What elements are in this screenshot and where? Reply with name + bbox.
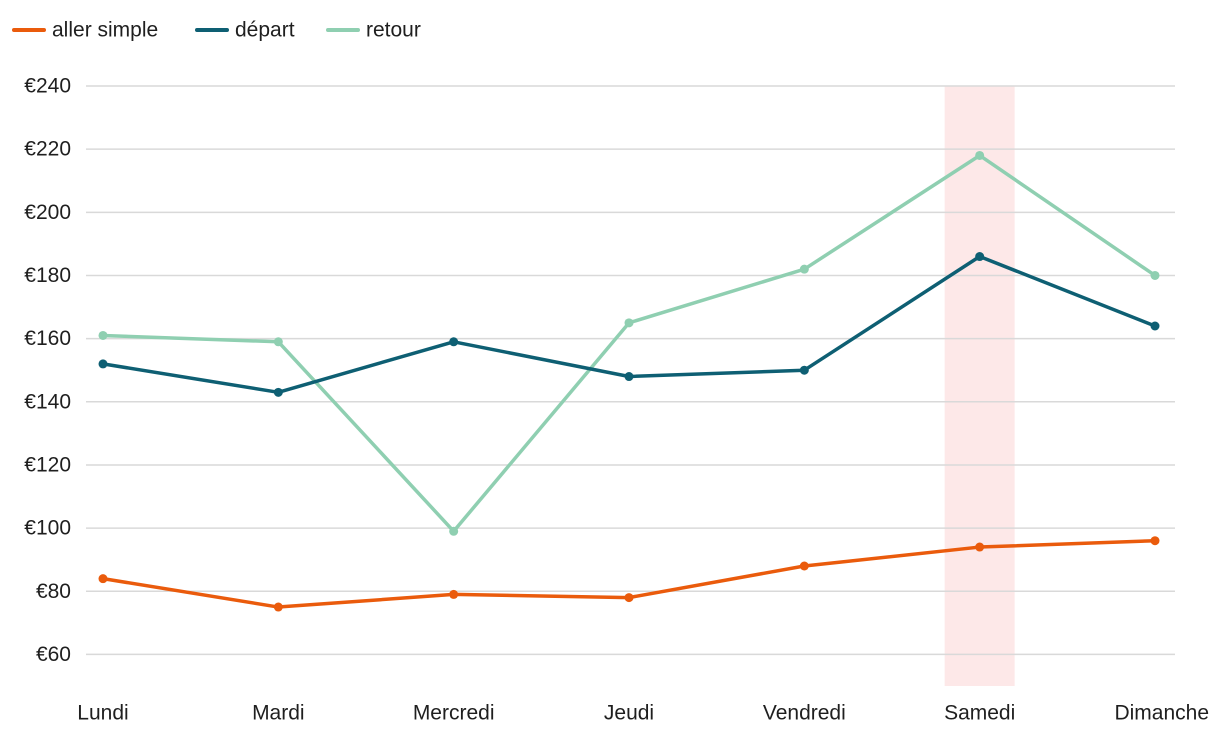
data-point-depart (449, 337, 459, 347)
data-point-retour (799, 264, 809, 274)
legend-item-depart: départ (195, 19, 295, 42)
legend-item-aller-simple: aller simple (12, 19, 158, 42)
series-lines (98, 150, 1160, 612)
legend: aller simple départ retour (12, 19, 421, 42)
series-aller-simple (98, 536, 1160, 612)
x-tick-label: Dimanche (1114, 702, 1209, 725)
series-retour (98, 150, 1160, 536)
data-point-aller-simple (273, 602, 283, 612)
data-point-depart (799, 365, 809, 375)
data-point-retour (975, 150, 985, 160)
data-point-aller-simple (975, 542, 985, 552)
data-point-aller-simple (624, 593, 634, 603)
y-axis-tick-labels: €60 €80 €100 €120 €140 €160 €180 €200 €220 €240 (24, 75, 71, 666)
series-depart (98, 252, 1160, 397)
y-tick-label: €80 (36, 580, 71, 603)
data-point-aller-simple (1150, 536, 1160, 546)
y-tick-label: €180 (24, 264, 71, 287)
legend-label: départ (235, 19, 295, 42)
y-tick-label: €120 (24, 453, 71, 476)
x-axis-tick-labels: Lundi Mardi Mercredi Jeudi Vendredi Samedi Dim… (77, 702, 1209, 725)
x-tick-label: Lundi (77, 702, 128, 725)
data-point-retour (1150, 270, 1160, 280)
x-tick-label: Mardi (252, 702, 305, 725)
y-tick-label: €200 (24, 201, 71, 224)
data-point-retour (449, 526, 459, 536)
y-tick-label: €160 (24, 327, 71, 350)
legend-label: retour (366, 19, 421, 42)
x-tick-label: Mercredi (413, 702, 495, 725)
y-tick-label: €240 (24, 75, 71, 98)
data-point-retour (98, 330, 108, 340)
data-point-depart (975, 252, 985, 262)
y-tick-label: €220 (24, 138, 71, 161)
data-point-depart (98, 359, 108, 369)
legend-item-retour: retour (326, 19, 421, 42)
data-point-aller-simple (449, 589, 459, 599)
x-tick-label: Jeudi (604, 702, 654, 725)
data-point-aller-simple (98, 574, 108, 584)
data-point-retour (273, 337, 283, 347)
data-point-retour (624, 318, 634, 328)
data-point-depart (273, 387, 283, 397)
x-tick-label: Vendredi (763, 702, 846, 725)
x-tick-label: Samedi (944, 702, 1015, 725)
data-point-depart (624, 372, 634, 382)
y-tick-label: €60 (36, 643, 71, 666)
legend-label: aller simple (52, 19, 158, 42)
data-point-depart (1150, 321, 1160, 331)
y-tick-label: €100 (24, 517, 71, 540)
gridlines (86, 85, 1175, 656)
y-tick-label: €140 (24, 390, 71, 413)
highlight-band-samedi (944, 86, 1015, 686)
data-point-aller-simple (799, 561, 809, 571)
highlight-band-layer (944, 86, 1015, 686)
